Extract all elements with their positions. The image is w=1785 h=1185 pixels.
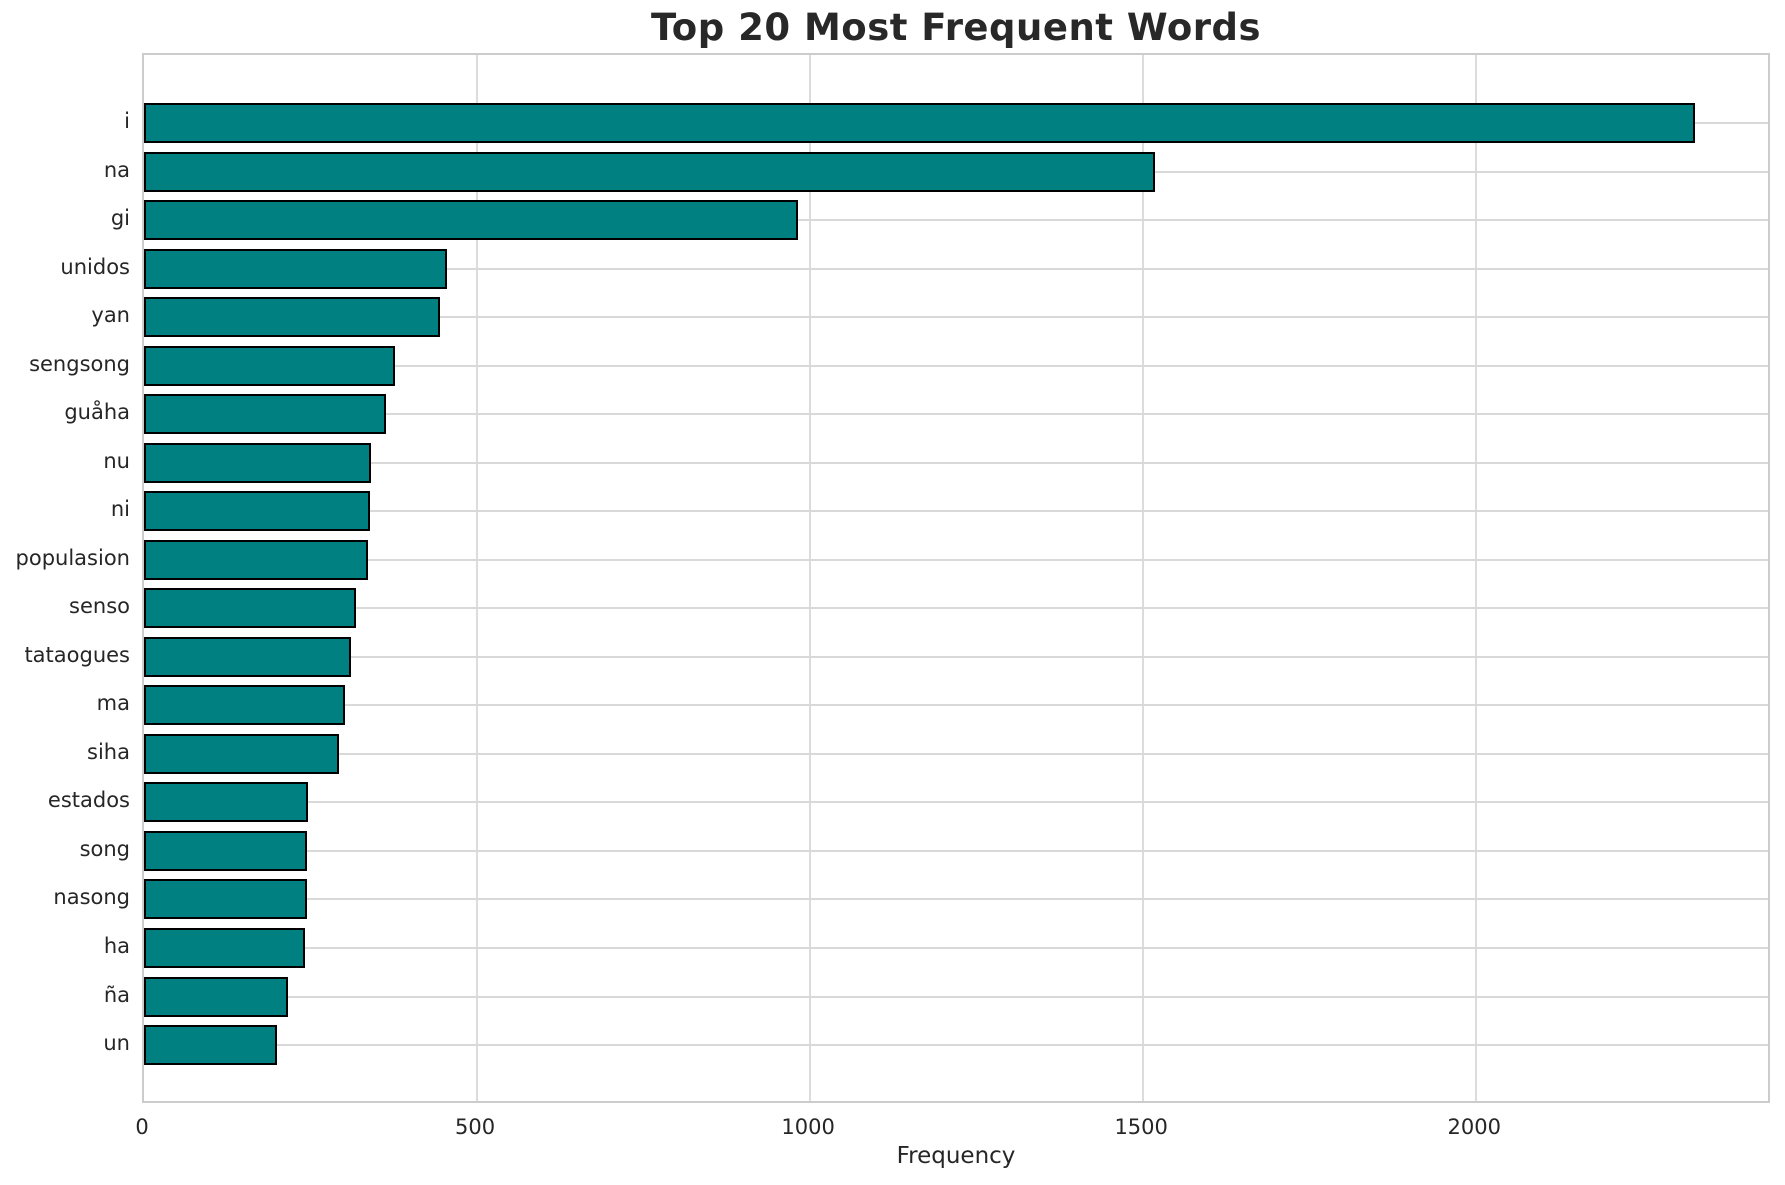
- chart-title: Top 20 Most Frequent Words: [650, 6, 1262, 49]
- y-tick-label: tataogues: [24, 642, 130, 667]
- y-tick-label: gi: [110, 206, 130, 231]
- h-gridline: [144, 219, 1768, 222]
- x-axis-title: Frequency: [896, 1143, 1016, 1169]
- h-gridline: [144, 704, 1768, 707]
- x-tick-label: 1000: [781, 1115, 835, 1139]
- v-gridline: [809, 55, 812, 1101]
- bar-guåha: [144, 394, 387, 435]
- h-gridline: [144, 655, 1768, 658]
- y-tick-label: i: [124, 109, 130, 133]
- bar-nu: [144, 442, 372, 483]
- bar-ña: [144, 976, 288, 1017]
- v-gridline: [1475, 55, 1478, 1101]
- bar-estados: [144, 782, 308, 823]
- v-gridline: [476, 55, 479, 1101]
- h-gridline: [144, 849, 1768, 852]
- bar-i: [144, 103, 1695, 143]
- v-gridline: [1142, 55, 1145, 1101]
- bar-un: [144, 1025, 277, 1066]
- y-tick-label: estados: [47, 788, 130, 813]
- h-gridline: [144, 1044, 1768, 1047]
- h-gridline: [144, 316, 1768, 319]
- bar-yan: [144, 297, 440, 338]
- y-tick-label: song: [79, 836, 130, 861]
- bar-ha: [144, 928, 306, 968]
- y-tick-label: populasion: [15, 545, 130, 570]
- bar-ma: [144, 685, 345, 726]
- y-tick-label: siha: [87, 739, 130, 764]
- bar-sengsong: [144, 345, 396, 386]
- y-tick-label: ni: [110, 497, 130, 522]
- bar-na: [144, 151, 1156, 192]
- x-tick-label: 500: [455, 1115, 496, 1139]
- bar-nasong: [144, 879, 307, 920]
- h-gridline: [144, 898, 1768, 901]
- h-gridline: [144, 267, 1768, 270]
- y-tick-label: ma: [96, 691, 130, 716]
- y-tick-label: nasong: [53, 885, 130, 910]
- bar-ni: [144, 491, 370, 532]
- y-tick-label: yan: [91, 303, 130, 328]
- h-gridline: [144, 995, 1768, 998]
- h-gridline: [144, 461, 1768, 464]
- h-gridline: [144, 413, 1768, 416]
- y-tick-label: senso: [69, 594, 130, 619]
- x-tick-label: 2000: [1447, 1115, 1501, 1139]
- y-tick-label: nu: [103, 448, 130, 473]
- y-tick-label: sengsong: [29, 351, 130, 376]
- h-gridline: [144, 607, 1768, 610]
- plot-area: [142, 53, 1770, 1103]
- bar-gi: [144, 200, 799, 241]
- x-tick-label: 1500: [1114, 1115, 1168, 1139]
- h-gridline: [144, 510, 1768, 513]
- bar-unidos: [144, 248, 448, 289]
- bar-siha: [144, 733, 340, 774]
- y-tick-label: guåha: [64, 400, 130, 425]
- y-tick-label: unidos: [60, 254, 130, 279]
- y-tick-label: ña: [103, 982, 130, 1007]
- h-gridline: [144, 752, 1768, 755]
- bar-song: [144, 830, 308, 871]
- y-tick-label: na: [103, 157, 130, 182]
- h-gridline: [144, 801, 1768, 804]
- bar-populasion: [144, 539, 369, 580]
- y-tick-label: ha: [103, 934, 130, 958]
- x-tick-label: 0: [135, 1115, 149, 1139]
- h-gridline: [144, 558, 1768, 561]
- h-gridline: [144, 947, 1768, 949]
- bar-senso: [144, 588, 356, 629]
- y-tick-label: un: [103, 1031, 130, 1056]
- h-gridline: [144, 364, 1768, 367]
- bar-tataogues: [144, 636, 352, 677]
